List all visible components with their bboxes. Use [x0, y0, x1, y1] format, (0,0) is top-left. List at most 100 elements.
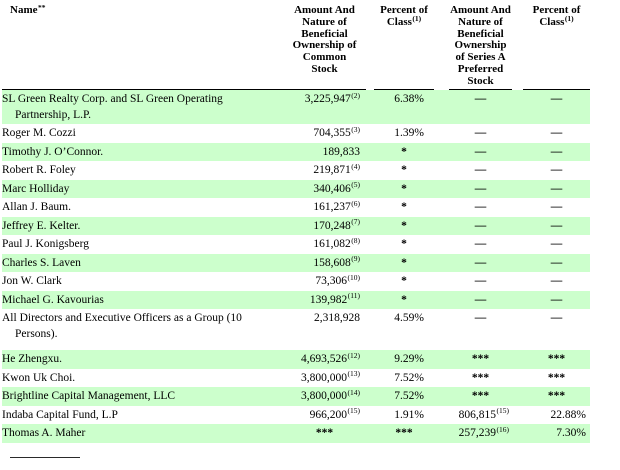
table-row: Indaba Capital Fund, L.P 966,200(15) 1.91%…: [2, 406, 590, 425]
table-row: Allan J. Baum. 161,237(6) * — —: [2, 198, 590, 217]
column-gap: [512, 406, 523, 425]
column-gap: [512, 272, 523, 291]
common-percent-cell: *: [374, 290, 434, 309]
col-header-name: Name**: [2, 2, 283, 90]
table-row: All Directors and Executive Officers as …: [2, 309, 590, 350]
preferred-percent-cell: —: [550, 127, 563, 139]
preferred-amount-cell: —: [449, 179, 512, 198]
table-row: Brightline Capital Management, LLC 3,800,…: [2, 387, 590, 406]
common-percent-cell: 9.29%: [374, 350, 434, 369]
column-gap: [366, 142, 374, 161]
col-header-common-percent: Percent of Class(1): [374, 4, 434, 90]
footnote-marker: (4): [351, 161, 360, 171]
column-gap: [366, 198, 374, 217]
table-row: SL Green Realty Corp. and SL Green Opera…: [2, 89, 590, 124]
footnote-marker: (15): [347, 406, 361, 415]
column-gap: [434, 387, 449, 406]
column-gap: [434, 350, 449, 369]
column-gap: [366, 406, 374, 425]
preferred-percent-cell: —: [523, 216, 590, 235]
common-amount-cell: 4,693,526(12): [283, 350, 366, 369]
column-gap: [434, 179, 449, 198]
footnote-marker: (11): [347, 291, 360, 300]
owner-name-cell: Jeffrey E. Kelter.: [2, 216, 283, 235]
table-row: Charles S. Laven 158,608(9) * — —: [2, 253, 590, 272]
table-row: Thomas A. Maher *** *** 257,239(16) 7.30%: [2, 424, 590, 443]
owner-name-cell: Indaba Capital Fund, L.P: [2, 406, 283, 425]
column-gap: [434, 253, 449, 272]
owner-name: He Zhengxu.: [2, 353, 63, 365]
header-column-gap: [512, 5, 523, 90]
common-amount-cell: 189,833: [283, 142, 366, 161]
column-gap: [512, 216, 523, 235]
preferred-percent-cell: —: [523, 290, 590, 309]
common-amount-cell: 219,871(4): [313, 161, 360, 176]
col-header-preferred-percent: Percent of Class(1): [523, 4, 590, 90]
footnote-divider: [10, 456, 80, 458]
table-row: Robert R. Foley 219,871(4) * — —: [2, 161, 590, 180]
preferred-amount-cell: —: [474, 164, 487, 176]
preferred-amount-cell: —: [449, 89, 512, 124]
column-gap: [366, 235, 374, 254]
preferred-percent-cell: ***: [547, 371, 566, 384]
column-gap: [434, 309, 449, 350]
column-gap: [512, 89, 523, 124]
footnote-marker: (15): [496, 406, 510, 415]
common-amount-cell: 161,237(6): [313, 198, 360, 213]
common-amount-cell: 139,982(11): [283, 290, 366, 309]
column-gap: [366, 387, 374, 406]
owner-name-cell: Thomas A. Maher: [2, 424, 283, 443]
footnote-marker: (2): [351, 90, 360, 100]
footnote-marker: (6): [351, 198, 360, 208]
preferred-amount-cell: —: [449, 290, 512, 309]
name-header-footnote-marker: **: [38, 2, 46, 12]
common-percent-cell: *: [374, 142, 434, 161]
preferred-percent-cell: ***: [523, 387, 590, 406]
header-footnote-marker: (1): [412, 14, 422, 24]
common-percent-cell: *: [401, 201, 407, 213]
preferred-percent-cell: —: [550, 275, 563, 287]
owner-name: Brightline Capital Management, LLC: [2, 390, 176, 402]
column-gap: [366, 272, 374, 291]
common-percent-cell: *: [374, 253, 434, 272]
table-row: Kwon Uk Choi. 3,800,000(13) 7.52% *** ***: [2, 369, 590, 388]
owner-name: Jeffrey E. Kelter.: [2, 219, 81, 232]
common-percent-cell: 6.38%: [374, 89, 434, 124]
owner-name-cell: Charles S. Laven: [2, 253, 283, 272]
common-percent-cell: 4.59%: [394, 312, 424, 324]
table-row: Roger M. Cozzi 704,355(3) 1.39% — —: [2, 124, 590, 143]
owner-name-cell: Marc Holliday: [2, 179, 283, 198]
owner-name-cell: Paul J. Konigsberg: [2, 235, 283, 254]
preferred-percent-cell: —: [523, 142, 590, 161]
preferred-amount-cell: —: [474, 127, 487, 139]
owner-name: Indaba Capital Fund, L.P: [2, 408, 118, 421]
col-header-common-amount: Amount And Nature of Beneficial Ownership o…: [283, 4, 366, 90]
preferred-amount-cell: ***: [471, 371, 490, 384]
owner-name: All Directors and Executive Officers as …: [2, 312, 242, 324]
table-row: Jeffrey E. Kelter. 170,248(7) * — —: [2, 216, 590, 235]
owner-name: Roger M. Cozzi: [2, 127, 76, 139]
column-gap: [366, 309, 374, 350]
owner-name-cell: Michael G. Kavourias: [2, 290, 283, 309]
preferred-percent-cell: —: [550, 201, 563, 213]
common-percent-cell: 1.39%: [394, 127, 424, 139]
footnote-marker: (12): [347, 350, 361, 360]
preferred-percent-cell: —: [523, 179, 590, 198]
column-gap: [512, 424, 523, 443]
preferred-amount-cell: —: [449, 216, 512, 235]
preferred-amount-cell: ***: [449, 350, 512, 369]
table-row: Jon W. Clark 73,306(10) * — —: [2, 272, 590, 291]
column-gap: [366, 290, 374, 309]
footnote-marker: (10): [347, 272, 361, 282]
owner-name: SL Green Realty Corp. and SL Green Opera…: [2, 93, 223, 105]
column-gap: [512, 124, 523, 143]
common-amount-cell: 3,800,000(13): [301, 369, 360, 384]
column-gap: [434, 216, 449, 235]
preferred-percent-cell: —: [550, 238, 563, 250]
table-row: He Zhengxu. 4,693,526(12) 9.29% *** ***: [2, 350, 590, 369]
preferred-amount-cell: ***: [449, 387, 512, 406]
column-gap: [366, 424, 374, 443]
preferred-amount-cell: —: [474, 201, 487, 213]
owner-name-cell: Robert R. Foley: [2, 161, 283, 180]
column-gap: [512, 179, 523, 198]
